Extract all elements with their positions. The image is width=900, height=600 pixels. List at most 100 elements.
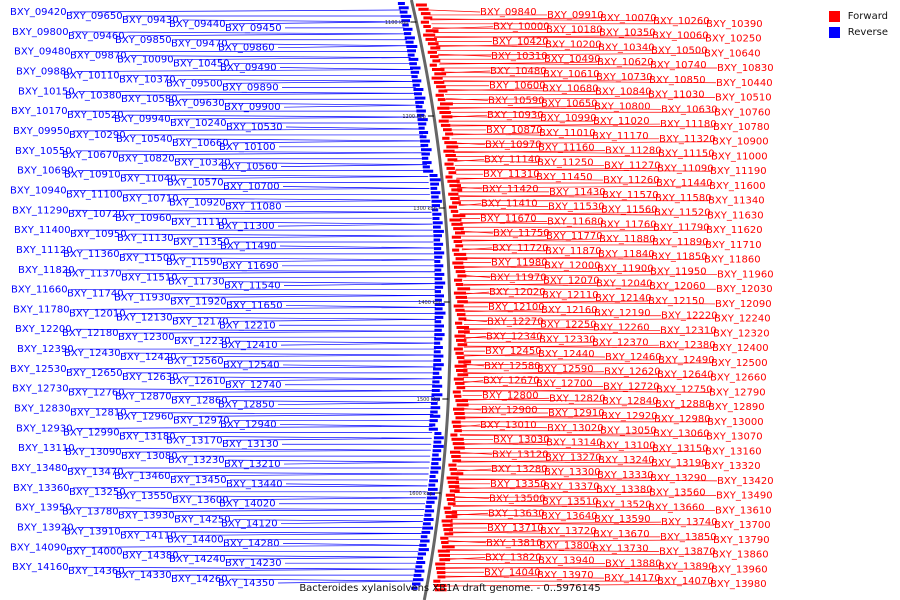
connector-line — [121, 509, 425, 513]
connector-line — [456, 177, 604, 181]
reverse-feature — [433, 436, 444, 440]
reverse-feature — [421, 530, 431, 534]
forward-feature — [445, 493, 455, 497]
forward-feature — [455, 308, 465, 312]
gene-label: BXY_13150 — [652, 443, 709, 454]
forward-feature — [452, 214, 466, 218]
gene-label: BXY_11420 — [482, 184, 539, 195]
gene-label: BXY_13480 — [11, 463, 68, 474]
connector-line — [123, 531, 422, 534]
tick-label: 1600 kbp — [409, 491, 433, 497]
connector-line — [458, 204, 549, 207]
reverse-feature — [432, 449, 442, 453]
forward-feature — [451, 188, 463, 192]
reverse-feature — [417, 113, 425, 117]
connector-line — [443, 88, 543, 92]
reverse-feature — [431, 199, 442, 203]
reverse-feature — [427, 492, 435, 496]
reverse-feature — [434, 272, 445, 276]
connector-line — [175, 138, 424, 142]
gene-label: BXY_11690 — [222, 261, 279, 272]
reverse-feature — [420, 539, 430, 543]
forward-feature — [442, 523, 453, 527]
forward-feature — [446, 498, 456, 501]
gene-label: BXY_10850 — [649, 75, 706, 86]
connector-line — [459, 442, 547, 445]
gene-label: BXY_10580 — [121, 94, 178, 105]
forward-feature — [454, 278, 463, 282]
forward-feature — [418, 7, 429, 11]
gene-label: BXY_13010 — [480, 420, 537, 431]
reverse-feature — [434, 303, 445, 306]
gene-label: BXY_10060 — [652, 31, 709, 42]
gene-label: BXY_09800 — [12, 27, 69, 38]
gene-label: BXY_13800 — [539, 541, 596, 552]
forward-feature — [457, 287, 471, 291]
connector-line — [179, 354, 436, 358]
gene-label: BXY_10370 — [119, 74, 176, 85]
gene-label: BXY_12890 — [708, 402, 765, 413]
forward-feature — [455, 257, 468, 261]
forward-feature — [454, 265, 465, 269]
legend-reverse: Reverse — [828, 24, 888, 40]
reverse-feature — [419, 131, 429, 134]
reverse-feature — [432, 212, 442, 216]
forward-feature — [451, 235, 461, 239]
connector-line — [173, 295, 436, 298]
legend: Forward Reverse — [828, 8, 888, 40]
forward-feature — [450, 209, 459, 213]
gene-label: BXY_10380 — [65, 90, 122, 101]
reverse-feature — [414, 96, 426, 100]
gene-label: BXY_09440 — [169, 19, 226, 30]
forward-feature — [440, 123, 451, 127]
gene-label: BXY_13790 — [713, 535, 770, 546]
connector-line — [173, 473, 429, 477]
gene-label: BXY_11490 — [220, 241, 277, 252]
reverse-feature — [431, 204, 440, 208]
gene-label: BXY_11760 — [600, 219, 657, 230]
connector-line — [129, 233, 433, 237]
connector-line — [225, 437, 432, 441]
reverse-feature — [429, 178, 441, 182]
reverse-feature — [419, 135, 427, 139]
forward-feature — [456, 369, 468, 372]
gene-label: BXY_10170 — [11, 106, 68, 117]
connector-line — [463, 336, 540, 340]
connector-line — [463, 372, 658, 376]
forward-feature — [443, 506, 451, 510]
reverse-feature — [402, 23, 409, 27]
connector-line — [463, 363, 485, 367]
reverse-feature — [431, 195, 439, 199]
forward-feature — [446, 166, 455, 170]
gene-label: BXY_12730 — [12, 384, 69, 395]
forward-feature — [458, 330, 470, 334]
forward-gene-labels: BXY_09840 BXY_09910BXY_10070BXY_10260BXY_… — [480, 7, 774, 590]
connector-line — [456, 477, 651, 481]
reverse-feature — [411, 75, 418, 79]
gene-label: BXY_09450 — [225, 23, 282, 34]
connector-line — [458, 451, 493, 455]
gene-label: BXY_12310 — [660, 325, 717, 336]
reverse-feature — [430, 410, 438, 414]
gene-label: BXY_09890 — [222, 82, 279, 93]
connector-line — [231, 497, 426, 501]
connector-line — [443, 566, 659, 569]
gene-label: BXY_13730 — [592, 544, 649, 555]
gene-label: BXY_13030 — [493, 435, 550, 446]
connector-line — [279, 424, 433, 427]
connector-line — [463, 353, 539, 357]
forward-feature — [442, 136, 450, 140]
connector-line — [458, 451, 706, 454]
connector-line — [181, 198, 431, 201]
connector-line — [457, 460, 652, 464]
reverse-feature — [410, 70, 420, 74]
legend-reverse-label: Reverse — [847, 26, 888, 38]
gene-label: BXY_12070 — [543, 275, 600, 286]
gene-label: BXY_10530 — [226, 122, 283, 133]
gene-label: BXY_12490 — [658, 355, 715, 366]
connector-line — [285, 305, 436, 308]
connector-line — [461, 248, 546, 252]
gene-label: BXY_10340 — [598, 42, 655, 53]
connector-line — [444, 89, 596, 92]
connector-line — [451, 133, 593, 137]
